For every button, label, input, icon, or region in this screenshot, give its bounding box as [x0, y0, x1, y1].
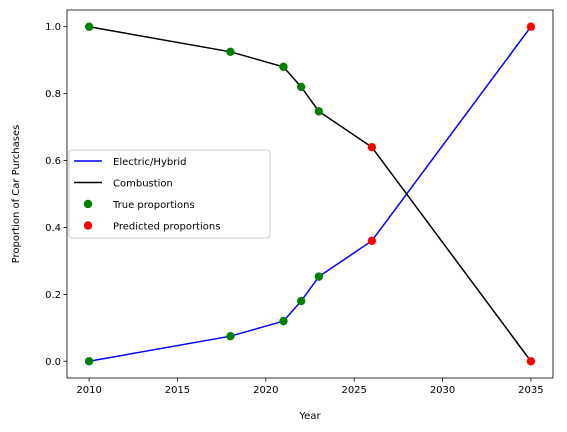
data-point: [314, 107, 324, 116]
data-point: [367, 236, 377, 246]
y-tick-label: 0.0: [45, 357, 61, 368]
legend-label: Electric/Hybrid: [113, 157, 186, 168]
plot-area: [84, 22, 536, 366]
legend-label: True proportions: [112, 200, 195, 211]
data-point: [314, 272, 324, 281]
legend-swatch: [83, 199, 93, 209]
x-tick-label: 2010: [76, 385, 101, 396]
x-tick-label: 2035: [518, 385, 543, 396]
data-point: [367, 142, 377, 152]
data-point: [226, 47, 235, 57]
legend-swatch: [83, 221, 93, 230]
y-axis-label: Proportion of Car Purchases: [11, 125, 22, 264]
y-tick-label: 0.4: [45, 223, 61, 234]
data-point: [279, 316, 288, 326]
y-tick-label: 0.8: [45, 89, 61, 100]
x-tick-label: 2020: [253, 385, 278, 396]
data-point: [296, 82, 306, 92]
data-point: [279, 62, 288, 72]
data-point: [296, 296, 306, 306]
x-tick-label: 2025: [341, 385, 366, 396]
y-tick-label: 1.0: [45, 22, 61, 33]
y-tick-label: 0.6: [45, 156, 61, 167]
x-tick-label: 2030: [430, 385, 455, 396]
data-point: [526, 357, 536, 366]
x-tick-label: 2015: [165, 385, 190, 396]
data-point: [226, 331, 235, 341]
data-point: [526, 22, 536, 31]
axis-ticks: 2010 2015 2020 2025 2030 2035 0.0 0.2 0.4 0.6 0.8 1…: [45, 22, 544, 396]
legend-box: [68, 149, 271, 239]
data-point: [84, 22, 94, 31]
legend-label: Combustion: [113, 179, 173, 190]
x-axis-label: Year: [298, 411, 321, 422]
y-tick-label: 0.2: [45, 290, 61, 301]
plot-frame: [66, 9, 554, 379]
legend-label: Predicted proportions: [113, 222, 220, 233]
data-point: [84, 357, 94, 366]
legend: Electric/Hybrid Combustion True proportion…: [68, 149, 271, 239]
